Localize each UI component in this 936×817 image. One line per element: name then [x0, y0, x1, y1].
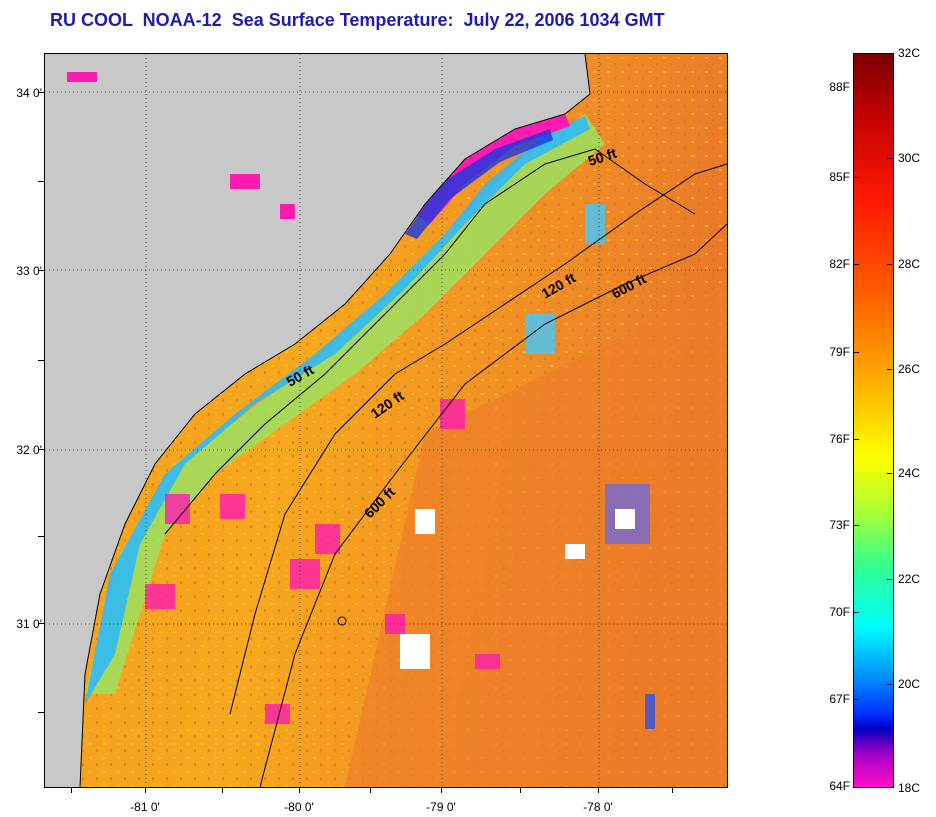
- colorbar-tick: [854, 612, 859, 613]
- colorbar-fahrenheit-label: 64F: [829, 779, 850, 793]
- latitude-tick: [38, 536, 44, 537]
- latitude-label: 33 0': [16, 264, 42, 278]
- colorbar-tick: [887, 369, 892, 370]
- map-title: RU COOL NOAA-12 Sea Surface Temperature:…: [50, 10, 665, 30]
- colorbar-celsius-label: 26C: [898, 362, 921, 376]
- longitude-tick: [222, 787, 223, 793]
- cold-pool-magenta: [415, 114, 570, 224]
- longitude-tick: [441, 787, 442, 793]
- colorbar-fahrenheit-label: 76F: [829, 432, 850, 446]
- latitude-tick: [38, 623, 44, 624]
- land-area: [45, 54, 590, 787]
- longitude-tick: [598, 787, 599, 793]
- longitude-tick: [370, 787, 371, 793]
- colorbar-celsius-label: 30C: [898, 151, 921, 165]
- colorbar-fahrenheit-label: 85F: [829, 170, 850, 184]
- colorbar-fahrenheit-label: 79F: [829, 345, 850, 359]
- graticule: [45, 54, 727, 787]
- colorbar-celsius-label: 32C: [898, 46, 921, 60]
- longitude-tick: [145, 787, 146, 793]
- coastal-cool-band: [85, 114, 605, 694]
- colorbar-tick: [854, 439, 859, 440]
- latitude-tick: [38, 449, 44, 450]
- magenta-speck: [67, 72, 97, 82]
- colorbar-tick: [887, 264, 892, 265]
- colorbar-tick: [854, 699, 859, 700]
- colorbar-celsius-label: 24C: [898, 466, 921, 480]
- longitude-tick: [71, 787, 72, 793]
- sea-surface-temperature-map: 50 ft 120 ft 600 ft 50 ft 120 ft 600 ft: [44, 53, 728, 788]
- magenta-speck: [280, 204, 295, 219]
- depth-contour-600ft: [259, 223, 727, 787]
- colorbar-fahrenheit-label: 82F: [829, 257, 850, 271]
- colorbar-fahrenheit-label: 67F: [829, 692, 850, 706]
- latitude-tick: [38, 181, 44, 182]
- colorbar-celsius-label: 18C: [898, 781, 921, 795]
- longitude-label: -79 0': [426, 800, 456, 814]
- longitude-label: -80 0': [284, 800, 314, 814]
- colorbar-tick: [887, 473, 892, 474]
- temperature-colorbar: [853, 53, 894, 788]
- cloud-patches: [145, 204, 655, 729]
- latitude-label: 32 0': [16, 443, 42, 457]
- longitude-label: -78 0': [583, 800, 613, 814]
- colorbar-tick: [887, 158, 892, 159]
- latitude-tick: [38, 360, 44, 361]
- depth-contour-120ft: [229, 163, 727, 715]
- colorbar-fahrenheit-label: 70F: [829, 605, 850, 619]
- longitude-tick: [520, 787, 521, 793]
- map-canvas: 50 ft 120 ft 600 ft 50 ft 120 ft 600 ft: [45, 54, 727, 787]
- latitude-tick: [38, 712, 44, 713]
- colorbar-fahrenheit-label: 73F: [829, 518, 850, 532]
- depth-contour-small-loop: [337, 616, 347, 626]
- colorbar-fahrenheit-label: 88F: [829, 80, 850, 94]
- colorbar-tick: [887, 579, 892, 580]
- latitude-label: 34 0': [16, 86, 42, 100]
- warm-water-region: [345, 284, 727, 787]
- longitude-tick: [672, 787, 673, 793]
- colorbar-tick: [854, 177, 859, 178]
- colorbar-tick: [887, 684, 892, 685]
- colorbar-celsius-label: 28C: [898, 257, 921, 271]
- depth-contour-50ft: [164, 148, 696, 535]
- colorbar-tick: [854, 525, 859, 526]
- colorbar-celsius-label: 20C: [898, 677, 921, 691]
- colorbar-celsius-label: 22C: [898, 572, 921, 586]
- longitude-label: -81 0': [130, 800, 160, 814]
- longitude-tick: [299, 787, 300, 793]
- latitude-label: 31 0': [16, 617, 42, 631]
- colorbar-tick: [854, 87, 859, 88]
- coastline: [79, 54, 591, 787]
- colorbar-tick: [854, 352, 859, 353]
- latitude-tick: [38, 92, 44, 93]
- cold-pool-blue: [405, 129, 553, 239]
- colorbar-tick: [854, 264, 859, 265]
- latitude-tick: [38, 270, 44, 271]
- magenta-speck: [230, 174, 260, 189]
